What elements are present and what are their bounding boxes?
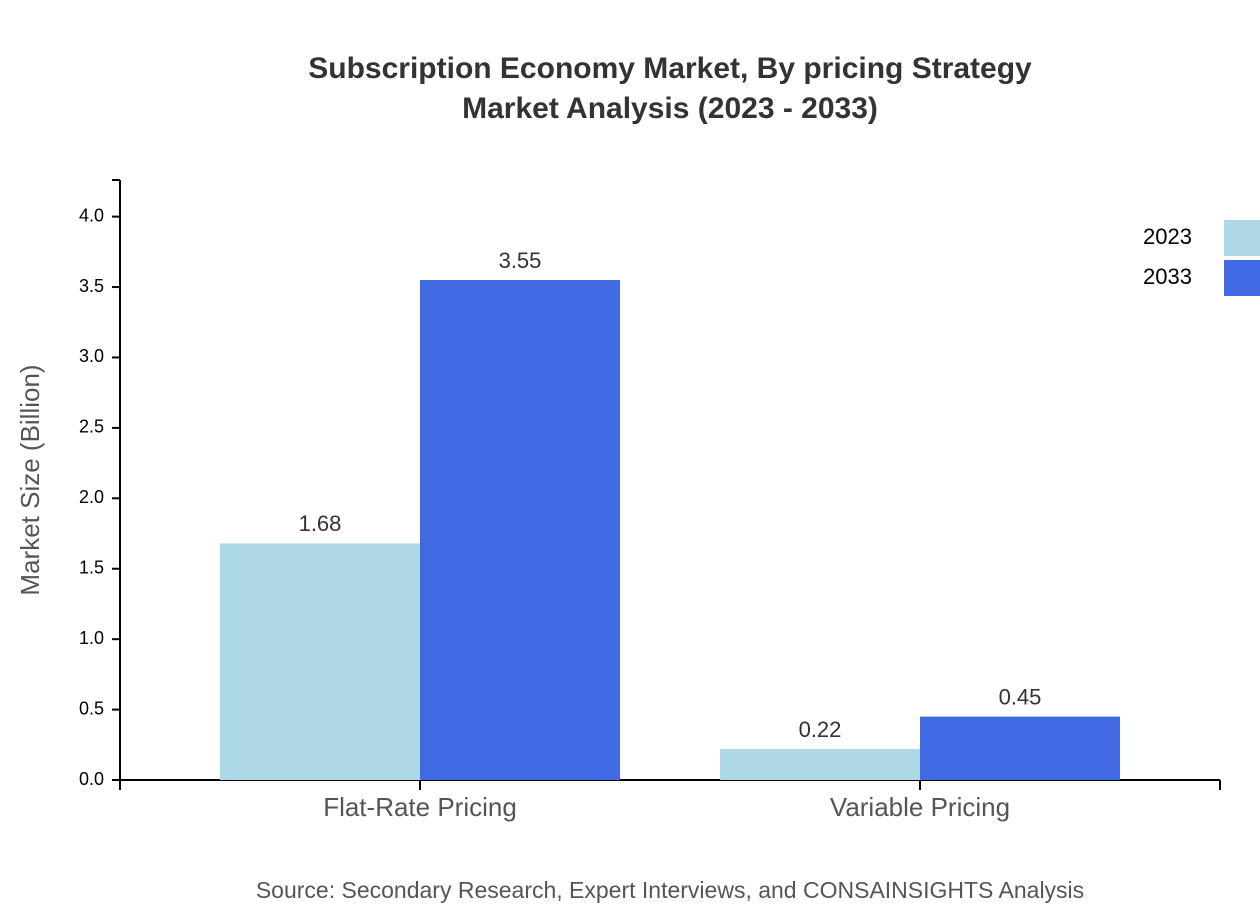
bar [420, 280, 620, 780]
y-tick-label: 1.5 [79, 557, 104, 577]
legend-label: 2033 [1143, 264, 1192, 289]
legend-label: 2023 [1143, 224, 1192, 249]
x-tick-label: Flat-Rate Pricing [323, 792, 517, 822]
y-tick-label: 4.0 [79, 205, 104, 225]
y-tick-label: 3.5 [79, 276, 104, 296]
chart-subtitle: Market Analysis (2023 - 2033) [462, 92, 878, 125]
bar [220, 543, 420, 780]
value-label: 0.22 [799, 717, 842, 742]
y-tick-label: 2.5 [79, 417, 104, 437]
bar [720, 749, 920, 780]
bar [920, 716, 1120, 780]
chart-title: Subscription Economy Market, By pricing … [308, 52, 1032, 85]
value-label: 1.68 [299, 511, 342, 536]
legend-swatch [1224, 260, 1260, 296]
y-tick-label: 2.0 [79, 487, 104, 507]
y-tick-label: 1.0 [79, 628, 104, 648]
y-tick-label: 0.0 [79, 769, 104, 789]
y-axis-label: Market Size (Billion) [15, 364, 45, 595]
value-label: 3.55 [499, 248, 542, 273]
y-tick-label: 3.0 [79, 346, 104, 366]
source-note: Source: Secondary Research, Expert Inter… [256, 877, 1084, 903]
x-tick-label: Variable Pricing [830, 792, 1010, 822]
legend-swatch [1224, 220, 1260, 256]
y-tick-label: 0.5 [79, 698, 104, 718]
value-label: 0.45 [999, 684, 1042, 709]
